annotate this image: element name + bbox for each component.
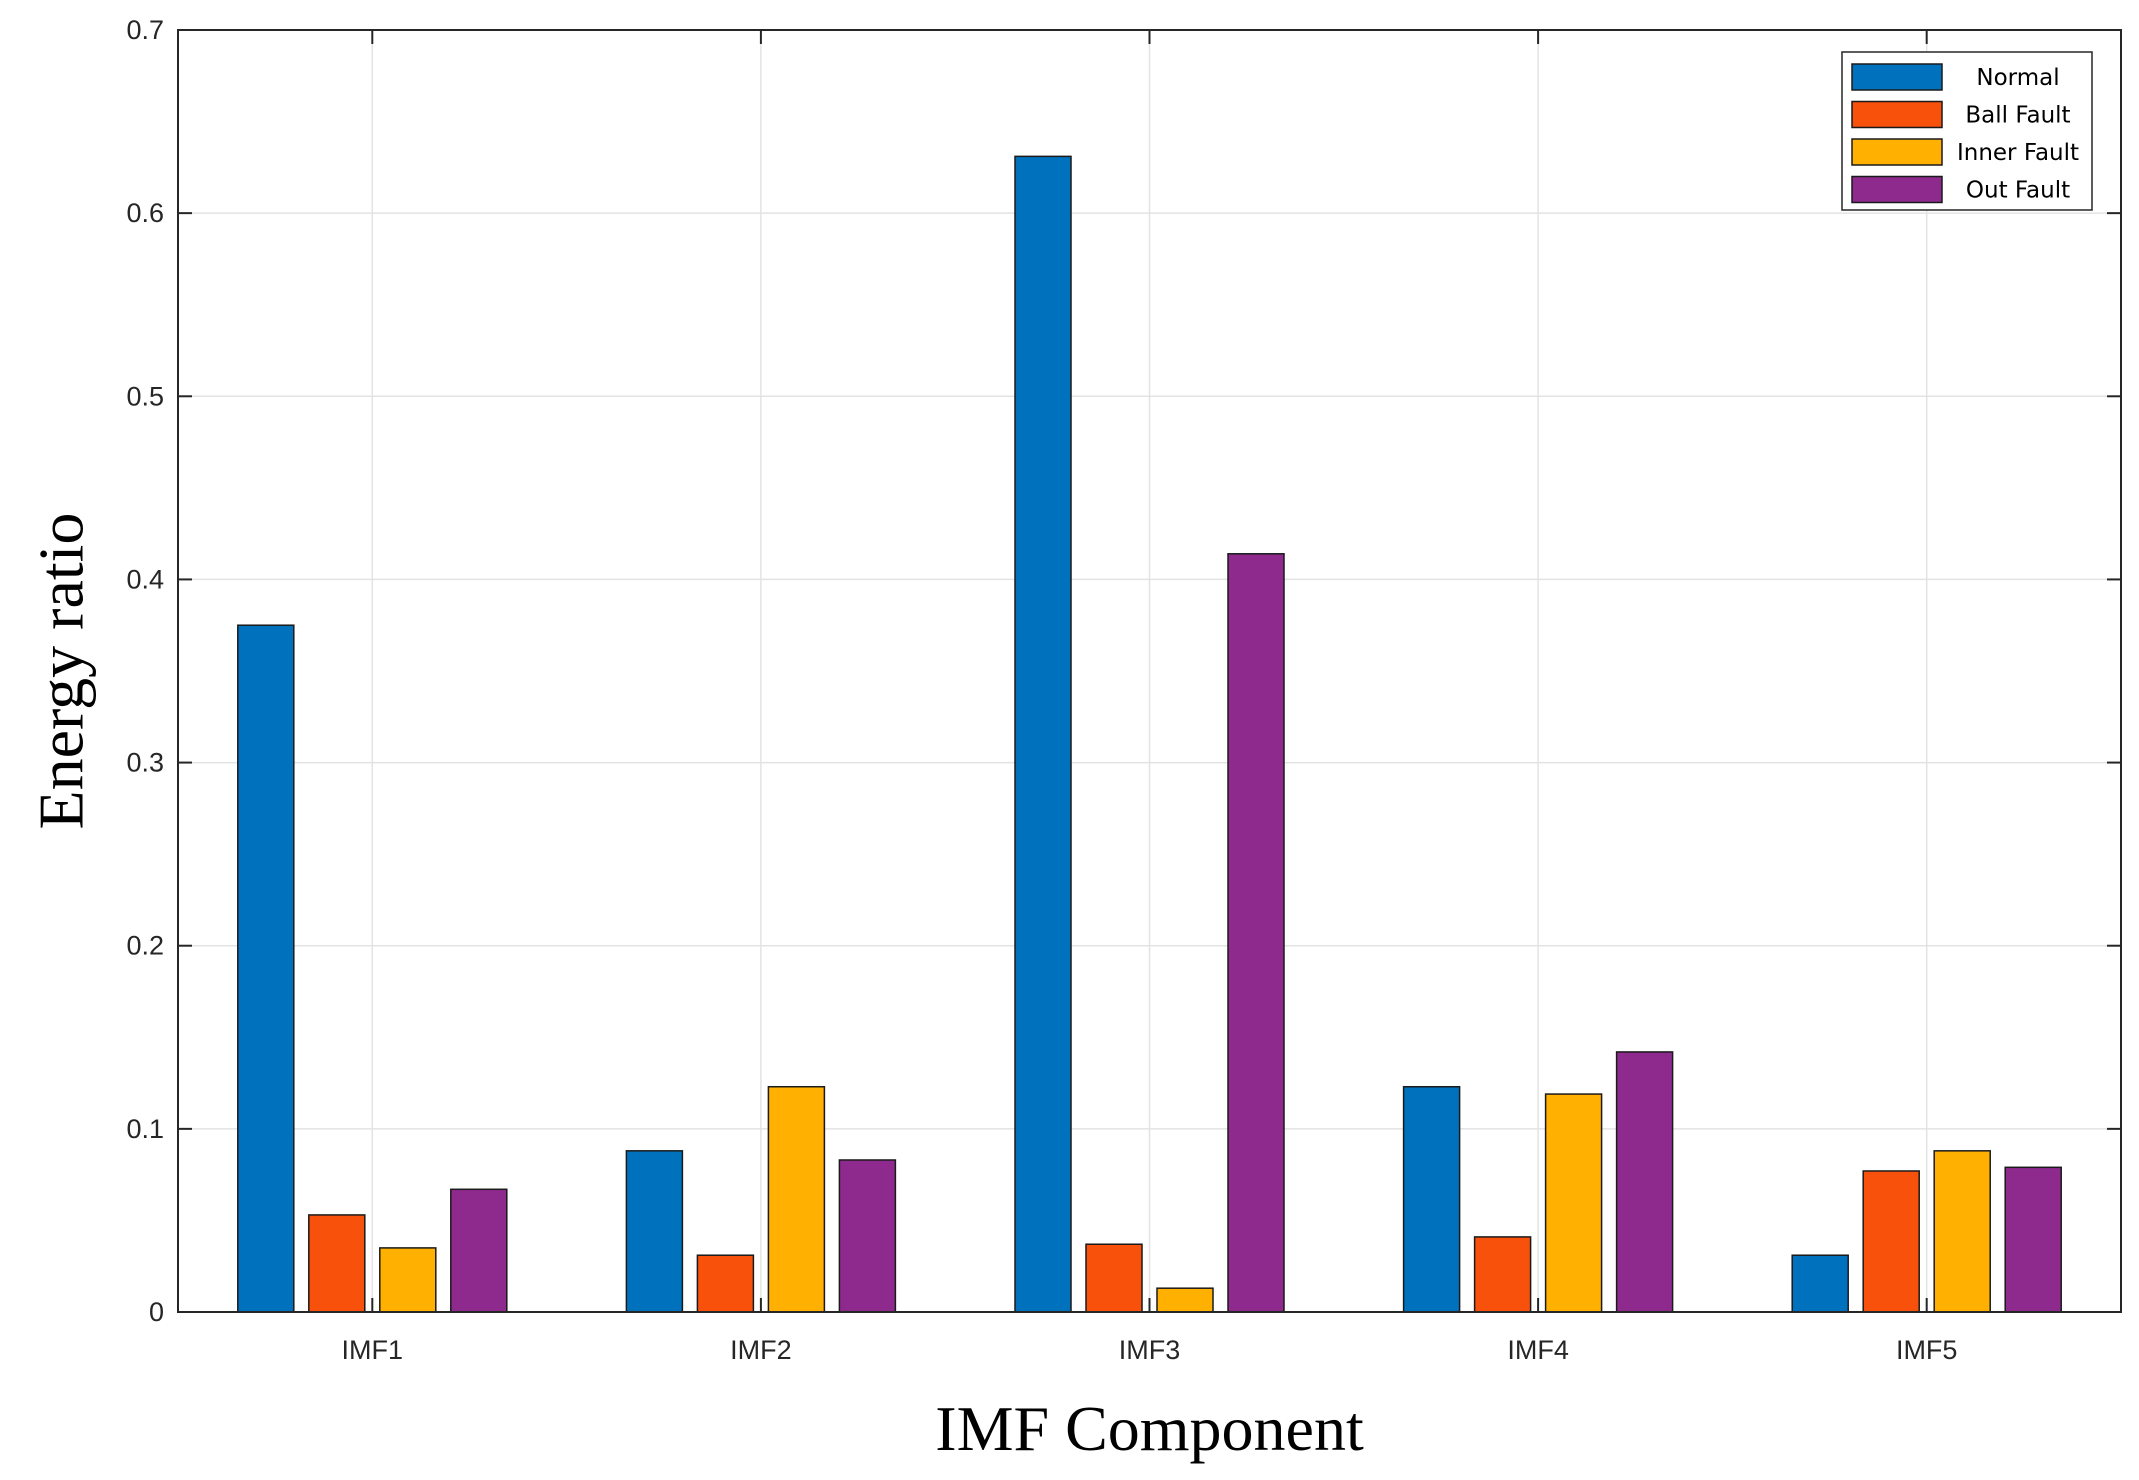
bar-ball-fault-imf1: [308, 1214, 366, 1313]
bar-ball-fault-imf5: [1862, 1170, 1920, 1313]
bar-ball-fault-imf2: [696, 1254, 755, 1313]
bar-inner-fault-imf2: [767, 1085, 826, 1313]
y-tick-label: 0.4: [126, 564, 164, 594]
legend-label-inner-fault: Inner Fault: [1957, 140, 2079, 166]
y-tick-label: 0.1: [126, 1114, 164, 1144]
x-tick-label: IMF1: [342, 1335, 404, 1365]
legend-swatch-out-fault: [1851, 175, 1943, 204]
legend-swatch-ball-fault: [1851, 100, 1943, 129]
axes: [177, 29, 2122, 1313]
y-tick-label: 0.5: [126, 381, 164, 411]
bar-normal-imf1: [237, 624, 295, 1313]
x-tick-label: IMF4: [1507, 1335, 1569, 1365]
x-axis-title: IMF Component: [935, 1393, 1364, 1464]
grid-lines: [178, 30, 2121, 1312]
y-tick-label: 0.6: [126, 198, 164, 228]
tick-labels: 0 0.1 0.2 0.3 0.4 0.5 0.6 0.7 IMF1 IMF2 IMF3 IMF4 IM…: [126, 15, 1957, 1365]
bar-out-fault-imf3: [1227, 553, 1285, 1313]
bar-inner-fault-imf3: [1156, 1287, 1214, 1313]
bar-out-fault-imf1: [450, 1188, 508, 1313]
y-tick-label: 0.3: [126, 748, 164, 778]
bar-out-fault-imf5: [2004, 1166, 2062, 1313]
legend: Normal Ball Fault Inner Fault Out Fault: [1841, 51, 2093, 211]
x-tick-label: IMF5: [1896, 1335, 1958, 1365]
y-axis-title: Energy ratio: [25, 513, 96, 830]
x-tick-label: IMF2: [730, 1335, 792, 1365]
bar-out-fault-imf4: [1615, 1051, 1674, 1313]
bar-normal-imf5: [1791, 1254, 1849, 1313]
bar-inner-fault-imf4: [1544, 1093, 1603, 1313]
bar-normal-imf2: [625, 1150, 684, 1313]
bar-ball-fault-imf4: [1473, 1236, 1532, 1313]
y-tick-label: 0.7: [126, 15, 164, 45]
legend-label-normal: Normal: [1976, 65, 2059, 91]
bar-normal-imf4: [1402, 1085, 1461, 1313]
x-tick-label: IMF3: [1119, 1335, 1181, 1365]
legend-label-ball-fault: Ball Fault: [1965, 103, 2070, 129]
y-tick-label: 0.2: [126, 931, 164, 961]
legend-swatch-normal: [1851, 63, 1943, 91]
bar-inner-fault-imf1: [379, 1247, 437, 1313]
bar-out-fault-imf2: [838, 1159, 897, 1313]
bar-normal-imf3: [1014, 155, 1072, 1313]
legend-label-out-fault: Out Fault: [1966, 178, 2070, 204]
legend-swatch-inner-fault: [1851, 138, 1943, 166]
y-tick-label: 0: [149, 1297, 164, 1327]
bar-ball-fault-imf3: [1085, 1243, 1143, 1313]
bar-inner-fault-imf5: [1933, 1150, 1991, 1313]
bars: [237, 155, 2062, 1313]
